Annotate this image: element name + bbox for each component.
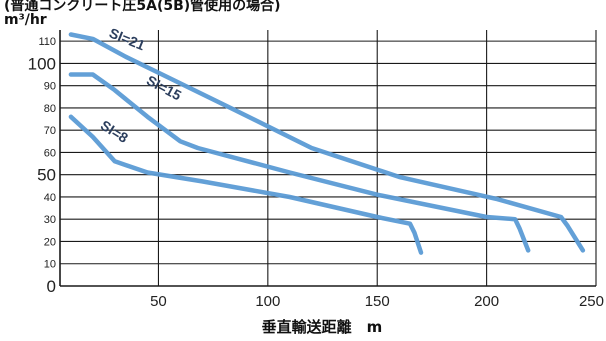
x-tick-label-150: 150 — [365, 293, 390, 310]
series-line-si-8 — [68, 114, 424, 255]
y-axis-unit-label: m³/hr — [4, 12, 47, 28]
y-tick-label-0: 0 — [47, 277, 56, 296]
y-tick-label-20: 20 — [44, 236, 56, 248]
y-tick-label-10: 10 — [44, 259, 56, 271]
x-axis-label: 垂直輸送距離 m — [262, 318, 383, 336]
y-tick-label-90: 90 — [44, 81, 56, 93]
y-tick-label-60: 60 — [44, 147, 56, 159]
grid — [59, 30, 597, 287]
x-tick-label-200: 200 — [474, 293, 499, 310]
y-tick-label-50: 50 — [37, 166, 56, 185]
x-tick-label-250: 250 — [579, 293, 604, 310]
y-axis-ticks: 0 10 20 30 40 50 60 70 80 90 100 110 — [28, 36, 56, 296]
y-tick-label-40: 40 — [44, 192, 56, 204]
y-tick-label-100: 100 — [28, 54, 56, 73]
x-axis-ticks: 50 100 150 200 250 — [150, 293, 604, 310]
series-label-si-8: SI=8 — [98, 117, 131, 146]
y-tick-label-30: 30 — [44, 214, 56, 226]
x-tick-label-50: 50 — [150, 293, 167, 310]
series-group — [68, 32, 586, 255]
y-tick-label-70: 70 — [44, 125, 56, 137]
y-tick-label-80: 80 — [44, 103, 56, 115]
series-line-si-21 — [68, 32, 586, 253]
y-tick-label-110: 110 — [38, 36, 56, 48]
x-tick-label-100: 100 — [255, 293, 280, 310]
series-line-si-15 — [68, 72, 531, 253]
chart-title: (普通コンクリート圧5A(5B)管使用の場合) — [4, 0, 281, 14]
